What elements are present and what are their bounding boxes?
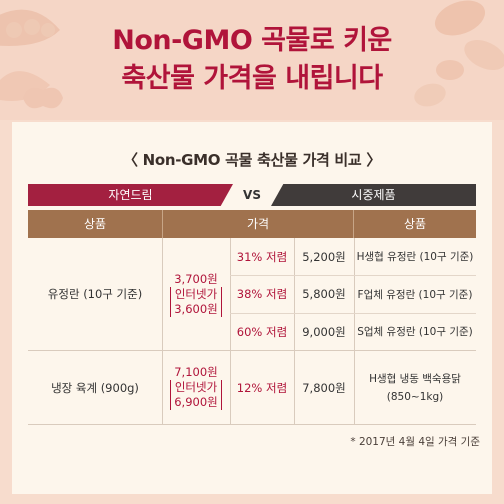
page-title: Non-GMO 곡물로 키운 축산물 가격을 내립니다 <box>0 22 504 98</box>
divider <box>162 351 163 424</box>
competitor-label: 시중제품 <box>271 184 476 206</box>
divider <box>230 313 476 314</box>
divider <box>162 238 163 350</box>
comparison-card: 〈 Non-GMO 곡물 축산물 가격 비교 〉 자연드림 VS 시중제품 상품… <box>12 122 492 494</box>
online-price-box: 인터넷가 6,900원 <box>170 380 222 410</box>
competitor-price: 7,800원 <box>302 380 346 395</box>
divider <box>230 238 231 350</box>
price-note: * 2017년 4월 4일 가격 기준 <box>350 436 480 448</box>
online-label: 인터넷가 <box>174 380 218 394</box>
table-row: 유정란 (10구 기준) 3,700원 인터넷가 3,600원 31% 저렴 5… <box>28 238 476 351</box>
competitor-product-line2: (850~1kg) <box>386 390 444 403</box>
divider <box>230 351 231 424</box>
online-price-box: 인터넷가 3,600원 <box>170 286 222 317</box>
price-value: 3,700원 <box>174 271 218 286</box>
price-cell: 7,100원 인터넷가 6,900원 <box>162 351 230 424</box>
header-price: 가격 <box>162 210 354 238</box>
header-competitor-product: 상품 <box>403 217 427 231</box>
seeds-icon <box>414 0 504 107</box>
divider <box>294 351 295 424</box>
peanut-icon <box>23 87 63 109</box>
brand-label: 자연드림 <box>28 184 233 206</box>
competitor-product: F업체 유정란 (10구 기준) <box>357 288 473 301</box>
discount: 12% 저렴 <box>236 380 288 395</box>
competitor-product: S업체 유정란 (10구 기준) <box>357 326 473 338</box>
competitor-product: H생협 유정란 (10구 기준) <box>356 251 474 263</box>
discount: 38% 저렴 <box>236 287 288 301</box>
price-value: 7,100원 <box>174 365 218 379</box>
title-line-2: 축산물 가격을 내립니다 <box>121 63 383 94</box>
title-line-1: Non-GMO 곡물로 키운 <box>112 25 392 56</box>
header-product: 상품 <box>83 217 107 231</box>
peas-icon <box>0 9 60 101</box>
table-header: 상품 가격 상품 <box>28 210 476 238</box>
competitor-price: 5,800원 <box>302 287 346 301</box>
competitor-product-line1: H생협 냉동 백숙용닭 <box>369 372 461 385</box>
discount: 60% 저렴 <box>236 324 288 339</box>
price-cell: 3,700원 인터넷가 3,600원 <box>162 238 230 350</box>
divider <box>230 275 476 276</box>
discount: 31% 저렴 <box>236 249 288 264</box>
table-row: 냉장 육계 (900g) 7,100원 인터넷가 6,900원 12% 저렴 7… <box>28 351 476 425</box>
vs-bar: 자연드림 VS 시중제품 <box>28 184 476 206</box>
competitor-price: 5,200원 <box>302 249 346 264</box>
divider <box>354 238 355 350</box>
header-banner: Non-GMO 곡물로 키운 축산물 가격을 내립니다 <box>0 0 504 120</box>
vs-label: VS <box>243 188 261 202</box>
online-price: 6,900원 <box>174 395 218 409</box>
table-subtitle: 〈 Non-GMO 곡물 축산물 가격 비교 〉 <box>122 151 382 169</box>
product-name: 유정란 (10구 기준) <box>47 287 143 301</box>
competitor-price: 9,000원 <box>302 324 346 339</box>
divider <box>354 351 355 424</box>
divider <box>294 238 295 350</box>
online-label: 인터넷가 <box>174 286 218 301</box>
online-price: 3,600원 <box>174 301 218 316</box>
product-name: 냉장 육계 (900g) <box>51 380 139 395</box>
competitor-product: H생협 냉동 백숙용닭 (850~1kg) <box>354 351 476 424</box>
